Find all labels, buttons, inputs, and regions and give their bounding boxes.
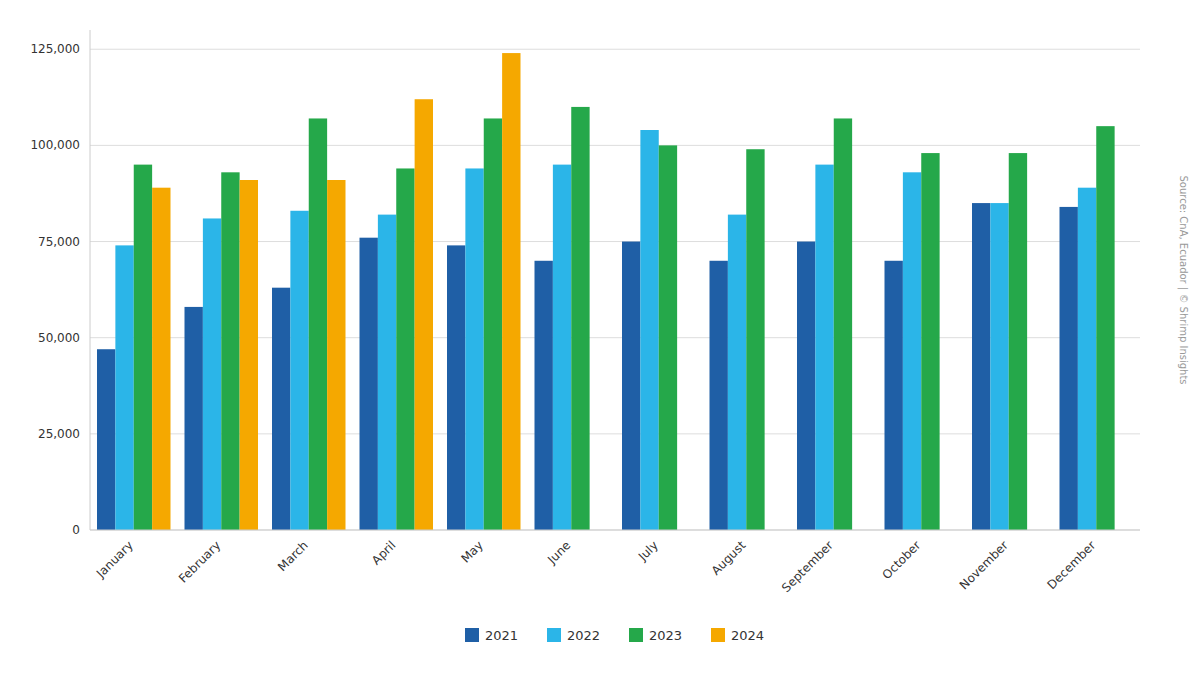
y-tick-label: 125,000 (30, 42, 80, 56)
bar (309, 118, 327, 530)
bar (465, 168, 483, 530)
bar (815, 165, 833, 530)
x-tick-label: March (275, 538, 311, 574)
bar (903, 172, 921, 530)
legend-swatch (465, 628, 479, 642)
bar (502, 53, 520, 530)
bar (272, 288, 290, 530)
x-tick-label: November (957, 538, 1011, 592)
x-tick-label: September (779, 538, 836, 595)
bar (1078, 188, 1096, 530)
legend: 2021 2022 2023 2024 (465, 628, 764, 643)
bar (622, 242, 640, 530)
bar (885, 261, 903, 530)
legend-swatch (547, 628, 561, 642)
series (134, 107, 1115, 530)
grid-line (90, 49, 1140, 50)
source-note: Source: CnA, Ecuador | © Shrimp Insights (1177, 175, 1189, 384)
bar (115, 245, 133, 530)
bar (990, 203, 1008, 530)
legend-label: 2021 (485, 628, 518, 643)
bar (921, 153, 939, 530)
y-axis-line (90, 30, 91, 530)
y-tick-label: 50,000 (38, 331, 80, 345)
bar (972, 203, 990, 530)
bar (134, 165, 152, 530)
legend-label: 2024 (731, 628, 764, 643)
y-tick-label: 25,000 (38, 427, 80, 441)
bar (97, 349, 115, 530)
series (152, 53, 520, 530)
bar (203, 218, 221, 530)
bar (240, 180, 258, 530)
bar (640, 130, 658, 530)
y-tick-label: 100,000 (30, 138, 80, 152)
legend-swatch (629, 628, 643, 642)
series (115, 130, 1096, 530)
x-tick-label: July (635, 538, 661, 564)
grid (90, 49, 1140, 530)
bar (415, 99, 433, 530)
grid-line (90, 530, 1140, 531)
bar (834, 118, 852, 530)
bar (728, 215, 746, 530)
chart: 0 25,000 50,000 75,000 100,000 125,000 January… (0, 0, 1200, 675)
x-tick-label: August (709, 538, 749, 578)
x-tick-label: May (458, 538, 485, 565)
bar (221, 172, 239, 530)
bar (553, 165, 571, 530)
bar (484, 118, 502, 530)
x-axis-line (90, 530, 1140, 531)
legend-swatch (711, 628, 725, 642)
bars (97, 53, 1115, 530)
bar (1096, 126, 1114, 530)
x-tick-label: April (369, 538, 398, 567)
chart-container: 0 25,000 50,000 75,000 100,000 125,000 January… (0, 0, 1200, 675)
x-tick-label: October (880, 538, 924, 582)
bar (327, 180, 345, 530)
bar (797, 242, 815, 530)
y-tick-label: 75,000 (38, 235, 80, 249)
bar (185, 307, 203, 530)
bar (571, 107, 589, 530)
bar (659, 145, 677, 530)
x-tick-label: January (93, 538, 136, 581)
x-axis: January February March April May June July Augu… (90, 530, 1140, 595)
bar (1060, 207, 1078, 530)
bar (535, 261, 553, 530)
y-axis: 0 25,000 50,000 75,000 100,000 125,000 (30, 30, 90, 537)
legend-label: 2022 (567, 628, 600, 643)
bar (360, 238, 378, 530)
bar (710, 261, 728, 530)
x-tick-label: December (1044, 538, 1098, 592)
y-tick-label: 0 (72, 523, 80, 537)
bar (378, 215, 396, 530)
legend-label: 2023 (649, 628, 682, 643)
x-tick-label: June (544, 538, 573, 567)
bar (1009, 153, 1027, 530)
bar (396, 168, 414, 530)
bar (152, 188, 170, 530)
bar (290, 211, 308, 530)
bar (746, 149, 764, 530)
x-tick-label: February (176, 538, 224, 586)
bar (447, 245, 465, 530)
grid-line (90, 145, 1140, 146)
